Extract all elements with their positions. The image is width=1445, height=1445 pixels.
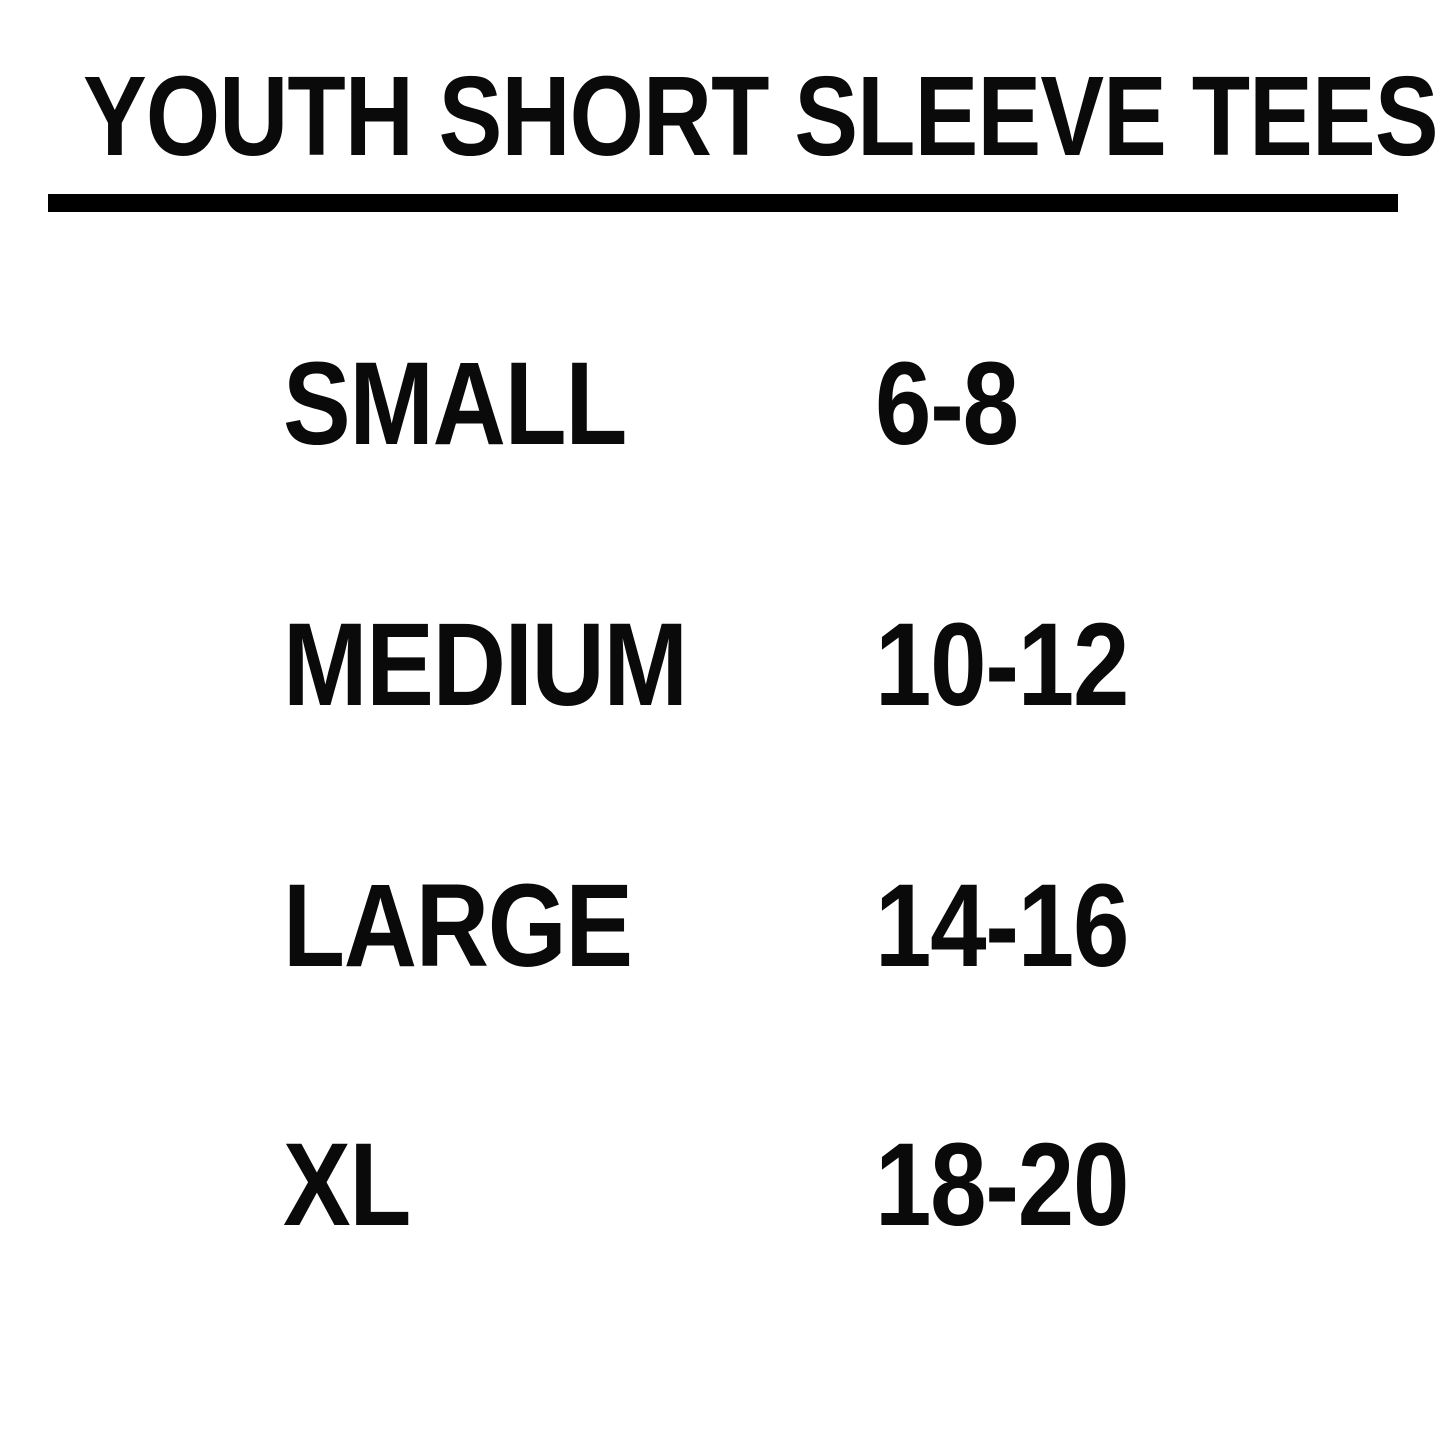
table-row: LARGE 14-16 bbox=[0, 867, 1445, 987]
table-row: SMALL 6-8 bbox=[0, 345, 1445, 465]
table-row: XL 18-20 bbox=[0, 1126, 1445, 1246]
table-row: MEDIUM 10-12 bbox=[0, 606, 1445, 726]
size-label: SMALL bbox=[283, 338, 627, 470]
size-label: XL bbox=[283, 1119, 411, 1251]
size-value: 18-20 bbox=[875, 1119, 1129, 1251]
size-value: 10-12 bbox=[875, 599, 1129, 731]
title-divider bbox=[48, 194, 1398, 212]
size-value: 6-8 bbox=[875, 338, 1019, 470]
size-label: LARGE bbox=[283, 860, 633, 992]
size-label: MEDIUM bbox=[283, 599, 688, 731]
size-value: 14-16 bbox=[875, 860, 1129, 992]
page-title: YOUTH SHORT SLEEVE TEES bbox=[83, 53, 1439, 179]
